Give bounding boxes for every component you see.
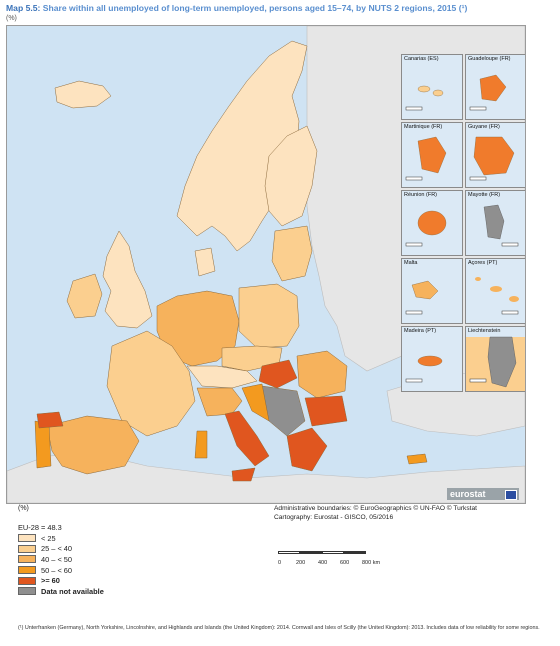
denmark: [194, 247, 216, 277]
portugal: [34, 420, 52, 469]
admin-credits: Administrative boundaries: © EuroGeograp…: [274, 505, 477, 522]
inset-guyane[interactable]: Guyane (FR): [465, 122, 525, 188]
legend-label: 25 – < 40: [41, 544, 73, 554]
scale-tick: 800 km: [362, 560, 381, 566]
inset-martinique-map: [405, 136, 447, 181]
scale-tick: 0: [278, 560, 282, 566]
scale-segment: [344, 551, 366, 554]
inset-liechtenstein-map: [466, 336, 525, 391]
legend-label: < 25: [41, 533, 56, 543]
legend-label: 50 – < 60: [41, 565, 73, 575]
uk-mainland: [102, 230, 153, 329]
inset-canarias-map: [405, 85, 444, 111]
legend-swatch: [18, 544, 36, 553]
spain: [46, 415, 140, 475]
poland: [238, 283, 300, 349]
finland: [264, 125, 318, 227]
inset-name: Guyane (FR): [468, 124, 500, 130]
scale-tick: 400: [318, 560, 328, 566]
map-title-label: Map 5.5:: [6, 3, 41, 13]
inset-name: Madeira (PT): [404, 328, 437, 334]
legend-swatch: [18, 555, 36, 564]
inset-name: Açores (PT): [468, 260, 498, 266]
inset-name: Mayotte (FR): [468, 192, 501, 198]
inset-mayotte-map: [483, 204, 519, 247]
footnote: (¹) Unterfranken (Germany), North Yorksh…: [18, 625, 540, 631]
austria-swiss: [186, 365, 258, 389]
inset-reunion-map: [405, 210, 447, 247]
inset-guadeloupe-map: [469, 74, 507, 111]
italy-north: [196, 387, 243, 417]
inset-acores-map: [475, 277, 519, 315]
legend-item: >= 60: [18, 575, 104, 586]
inset-name: Liechtenstein: [468, 328, 501, 334]
inset-name: Réunion (FR): [404, 192, 438, 198]
legend-item: 50 – < 60: [18, 565, 104, 576]
inset-mayotte[interactable]: Mayotte (FR): [465, 190, 525, 256]
inset-name: Guadeloupe (FR): [468, 56, 511, 62]
legend-item: < 25: [18, 533, 104, 544]
scale-segment: [300, 551, 322, 554]
romania: [296, 350, 348, 399]
legend-swatch: [18, 566, 36, 575]
greece: [286, 427, 328, 472]
galicia: [36, 411, 64, 429]
scale-tick: 200: [296, 560, 306, 566]
inset-liechtenstein[interactable]: Liechtenstein: [465, 326, 525, 392]
sardinia: [194, 430, 208, 459]
map-title-text: Share within all unemployed of long-term…: [42, 3, 468, 13]
legend-swatch: [18, 587, 36, 596]
iceland: [54, 80, 112, 109]
hungary-region: [258, 359, 298, 389]
eu-flag-icon: [505, 490, 517, 500]
eurostat-logo: eurostat: [447, 488, 519, 500]
map-title: Map 5.5: Share within all unemployed of …: [6, 3, 554, 14]
inset-malta[interactable]: Malta: [401, 258, 463, 324]
ireland: [66, 273, 103, 319]
inset-name: Malta: [404, 260, 418, 266]
legend-swatch: [18, 576, 36, 585]
scale-tick: 600: [340, 560, 350, 566]
inset-guyane-map: [469, 136, 515, 181]
inset-panels: Canarias (ES) Guadeloupe (FR) Martinique…: [401, 54, 525, 392]
legend-unit: (%): [18, 505, 29, 512]
inset-canarias[interactable]: Canarias (ES): [401, 54, 463, 120]
france: [106, 330, 196, 437]
legend-label: 40 – < 50: [41, 554, 73, 564]
legend-item: Data not available: [18, 586, 104, 597]
inset-malta-map: [405, 280, 439, 315]
cyprus: [406, 453, 428, 465]
inset-name: Canarias (ES): [404, 56, 439, 62]
legend-list: < 25 25 – < 40 40 – < 50 50 – < 60 >= 60…: [18, 533, 104, 597]
sicily: [231, 467, 256, 482]
admin-boundaries-line: Administrative boundaries: © EuroGeograp…: [274, 505, 477, 512]
legend-label: >= 60: [41, 576, 60, 586]
scale-segment: [322, 551, 344, 554]
legend-label: Data not available: [41, 586, 104, 596]
inset-reunion[interactable]: Réunion (FR): [401, 190, 463, 256]
inset-martinique[interactable]: Martinique (FR): [401, 122, 463, 188]
eurostat-logo-text: eurostat: [450, 489, 486, 499]
legend-item: 25 – < 40: [18, 544, 104, 555]
inset-madeira[interactable]: Madeira (PT): [401, 326, 463, 392]
inset-name: Martinique (FR): [404, 124, 443, 130]
scale-bar: 0 200 400 600 800 km: [278, 548, 388, 574]
bulgaria: [304, 395, 348, 427]
scale-segment: [278, 551, 300, 554]
balkans-na: [261, 385, 306, 437]
inset-madeira-map: [405, 355, 443, 383]
croatia: [241, 383, 270, 422]
cartography-line: Cartography: Eurostat - GISCO, 05/2016: [274, 513, 394, 521]
map-panel[interactable]: Canarias (ES) Guadeloupe (FR) Martinique…: [6, 25, 526, 504]
legend-eu-value: EU-28 = 48.3: [18, 523, 62, 532]
legend-item: 40 – < 50: [18, 554, 104, 565]
map-unit: (%): [6, 15, 17, 22]
inset-guadeloupe[interactable]: Guadeloupe (FR): [465, 54, 525, 120]
legend-swatch: [18, 534, 36, 543]
inset-acores[interactable]: Açores (PT): [465, 258, 525, 324]
italy-south: [224, 410, 270, 467]
baltics: [271, 225, 313, 282]
